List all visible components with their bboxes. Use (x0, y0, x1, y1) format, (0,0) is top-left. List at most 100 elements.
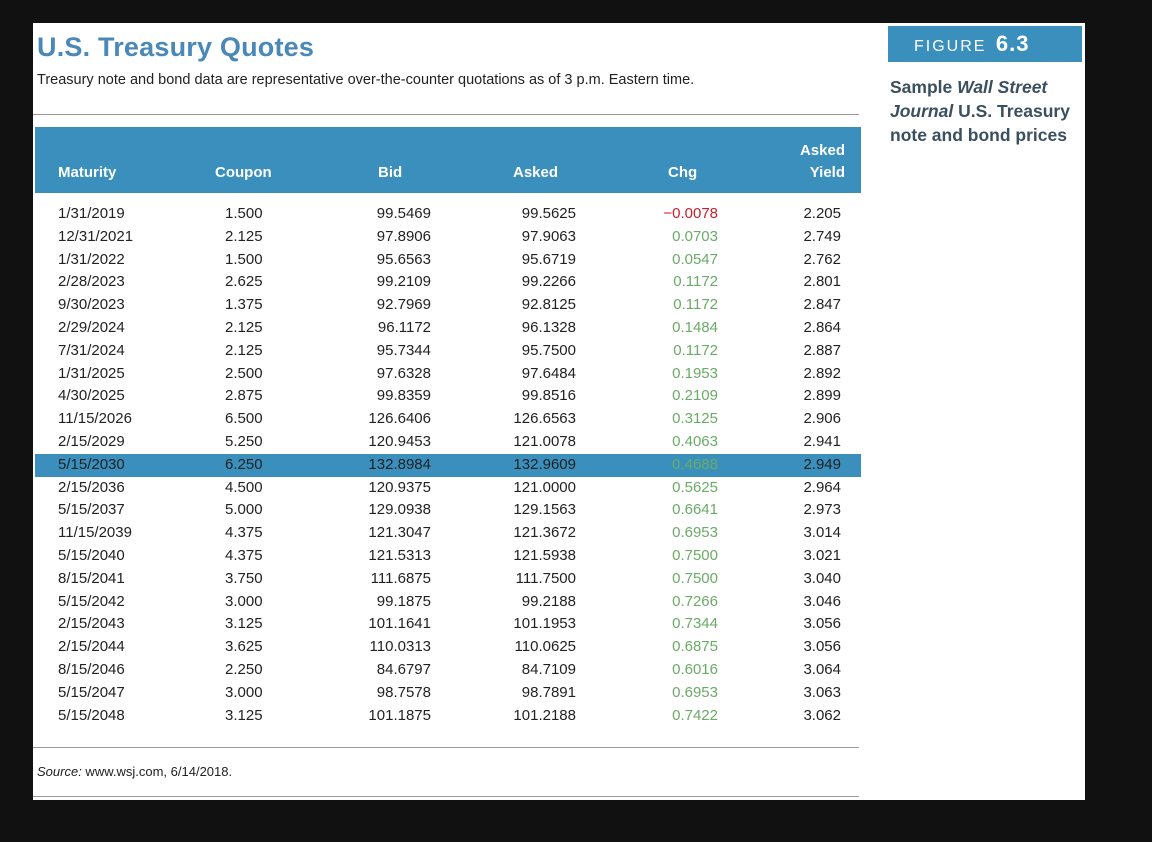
table-header: Maturity Coupon Bid Asked Chg Asked Yield (35, 127, 861, 193)
column-header-coupon: Coupon (215, 164, 272, 181)
cell-maturity: 2/15/2036 (58, 478, 125, 496)
caption-pre: Sample (890, 77, 958, 97)
source-label: Source: (37, 764, 82, 779)
cell-yield: 3.040 (803, 569, 841, 587)
cell-maturity: 5/15/2037 (58, 501, 125, 519)
cell-yield: 3.046 (803, 592, 841, 610)
cell-bid: 96.1172 (377, 318, 431, 336)
table-row: 4/30/2025 2.875 99.8359 99.8516 0.2109 2.899 (35, 385, 861, 408)
cell-bid: 121.5313 (368, 546, 431, 564)
cell-coupon: 3.625 (225, 638, 263, 656)
cell-maturity: 12/31/2021 (58, 227, 134, 245)
cell-asked: 121.0000 (513, 478, 576, 496)
cell-chg: 0.1172 (673, 341, 718, 359)
figure-caption: Sample Wall Street Journal U.S. Treasury… (890, 75, 1085, 147)
table-row: 2/15/2036 4.500 120.9375 121.0000 0.5625 2.96… (35, 477, 861, 500)
cell-chg: 0.6641 (672, 501, 718, 519)
cell-yield: 2.205 (803, 205, 841, 222)
source-text: www.wsj.com, 6/14/2018. (81, 764, 233, 779)
cell-maturity: 7/31/2024 (58, 341, 125, 359)
cell-coupon: 4.500 (225, 478, 263, 496)
cell-coupon: 4.375 (225, 524, 263, 542)
cell-asked: 96.1328 (521, 318, 576, 336)
cell-maturity: 5/15/2047 (58, 683, 125, 701)
caption-italic: Wall Street Journal (890, 77, 1048, 121)
cell-maturity: 2/29/2024 (58, 318, 125, 336)
cell-chg: 0.0547 (672, 250, 718, 268)
table-row: 2/15/2044 3.625 110.0313 110.0625 0.6875 3.05… (35, 636, 861, 659)
cell-asked: 101.1953 (513, 615, 576, 633)
column-header-chg: Chg (668, 164, 698, 181)
cell-yield: 2.801 (803, 273, 841, 291)
cell-asked: 99.2266 (521, 273, 576, 291)
cell-bid: 129.0938 (368, 501, 431, 519)
cell-yield: 2.949 (803, 455, 841, 473)
column-header-asked: Asked (513, 164, 559, 181)
cell-asked: 92.8125 (521, 296, 576, 314)
cell-maturity: 8/15/2046 (58, 660, 125, 678)
cell-chg: 0.0703 (672, 227, 718, 245)
cell-yield: 2.973 (803, 501, 841, 519)
cell-bid: 101.1875 (368, 706, 431, 724)
top-divider (33, 114, 859, 115)
cell-asked: 99.5625 (521, 205, 576, 222)
figure-badge: FIGURE 6.3 (888, 26, 1082, 62)
table-row: 8/15/2041 3.750 111.6875 111.7500 0.7500 3.04… (35, 568, 861, 591)
cell-bid: 95.7344 (376, 341, 431, 359)
cell-asked: 97.6484 (521, 364, 576, 382)
cell-maturity: 11/15/2026 (58, 410, 132, 428)
page-title: U.S. Treasury Quotes (37, 32, 315, 62)
cell-yield: 2.749 (803, 227, 841, 245)
cell-maturity: 5/15/2042 (58, 592, 125, 610)
cell-bid: 92.7969 (376, 296, 431, 314)
cell-maturity: 2/15/2044 (58, 638, 125, 656)
cell-maturity: 1/31/2019 (58, 205, 125, 222)
table-row: 5/15/2042 3.000 99.1875 99.2188 0.7266 3.046 (35, 591, 861, 614)
cell-coupon: 2.500 (225, 364, 263, 382)
cell-asked: 84.7109 (521, 660, 576, 678)
cell-maturity: 2/28/2023 (58, 273, 125, 291)
treasury-quotes-table: Maturity Coupon Bid Asked Chg Asked Yield… (35, 127, 861, 727)
table-row: 2/28/2023 2.625 99.2109 99.2266 0.1172 2.801 (35, 271, 861, 294)
cell-bid: 99.1875 (376, 592, 431, 610)
cell-yield: 2.892 (803, 364, 841, 382)
cell-asked: 121.0078 (513, 432, 576, 450)
cell-bid: 99.5469 (376, 205, 431, 222)
figure-number: 6.3 (995, 31, 1030, 56)
cell-asked: 121.3672 (513, 524, 576, 542)
cell-coupon: 3.125 (225, 615, 263, 633)
cell-coupon: 3.750 (225, 569, 263, 587)
table-row: 1/31/2019 1.500 99.5469 99.5625 −0.0078 2.205 (35, 203, 861, 226)
cell-maturity: 9/30/2023 (58, 296, 125, 314)
footer-divider (33, 796, 859, 797)
cell-yield: 3.014 (803, 524, 841, 542)
cell-coupon: 5.000 (225, 501, 263, 519)
cell-yield: 2.899 (803, 387, 841, 405)
cell-chg: 0.4063 (672, 432, 718, 450)
cell-bid: 110.0313 (369, 638, 431, 656)
source-note: Source: www.wsj.com, 6/14/2018. (37, 764, 232, 779)
cell-coupon: 6.500 (225, 410, 263, 428)
cell-coupon: 4.375 (225, 546, 263, 564)
cell-yield: 2.941 (803, 432, 841, 450)
cell-bid: 132.8984 (368, 455, 431, 473)
page-subtitle: Treasury note and bond data are represen… (37, 72, 695, 88)
cell-yield: 3.056 (803, 638, 841, 656)
table-row: 5/15/2047 3.000 98.7578 98.7891 0.6953 3.063 (35, 682, 861, 705)
cell-coupon: 1.500 (225, 250, 263, 268)
cell-yield: 2.864 (803, 318, 841, 336)
column-header-asked-yield: Asked Yield (800, 140, 845, 184)
table-row: 5/15/2030 6.250 132.8984 132.9609 0.4688 2.94… (35, 453, 861, 477)
cell-chg: 0.7344 (672, 615, 718, 633)
cell-chg: 0.1172 (673, 296, 718, 314)
cell-bid: 97.8906 (376, 227, 431, 245)
cell-bid: 97.6328 (376, 364, 431, 382)
cell-maturity: 11/15/2039 (58, 524, 132, 542)
cell-asked: 97.9063 (521, 227, 576, 245)
cell-chg: 0.6016 (672, 660, 718, 678)
cell-coupon: 2.125 (225, 227, 263, 245)
column-header-asked-yield-line2: Yield (809, 164, 845, 181)
table-row: 5/15/2040 4.375 121.5313 121.5938 0.7500 3.02… (35, 545, 861, 568)
cell-maturity: 2/15/2043 (58, 615, 125, 633)
cell-chg: 0.4688 (672, 455, 718, 473)
